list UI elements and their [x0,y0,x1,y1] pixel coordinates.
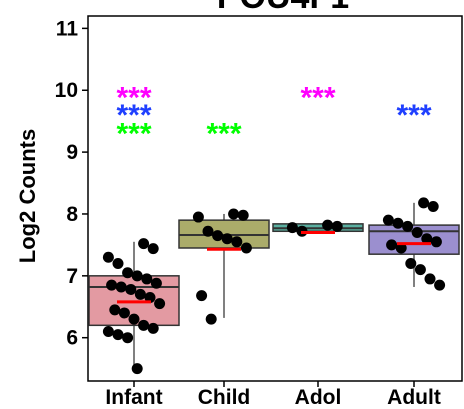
data-point [128,313,140,325]
data-point [138,319,150,331]
data-point [196,290,208,302]
significance-stars: *** [300,81,335,114]
data-point [205,313,217,325]
y-tick-label: 9 [66,141,78,164]
data-point [221,233,233,245]
data-point [150,277,162,289]
data-point [106,279,118,291]
data-point [434,279,446,291]
data-point [115,281,127,293]
significance-stars: *** [396,99,431,132]
data-point [286,222,298,234]
chart-title: POU4F1 [217,0,349,16]
data-point [134,288,146,300]
data-point [382,214,394,226]
data-point [109,304,121,316]
y-axis-title: Log2 Counts [15,129,40,263]
data-point [322,219,334,231]
data-point [424,273,436,285]
x-tick-label: Adol [295,386,342,409]
data-point [414,264,426,276]
significance-stars: *** [116,81,151,114]
data-point [141,273,153,285]
data-point [118,307,130,319]
significance-stars: *** [206,117,241,150]
data-point [430,236,442,248]
data-point [147,243,159,255]
data-point [331,220,343,232]
data-point [122,332,134,344]
x-tick-label: Infant [105,386,162,409]
data-point [122,267,134,279]
x-tick-label: Child [198,386,251,409]
data-point [154,298,166,310]
data-point [240,242,252,254]
data-point [405,257,417,269]
data-point [131,270,143,282]
data-point [212,230,224,242]
plot-panel-border [87,15,463,382]
x-tick-label: Adult [387,386,441,409]
y-tick-label: 10 [55,79,78,102]
data-point [202,225,214,237]
data-point [102,326,114,338]
data-point [421,233,433,245]
data-point [147,322,159,334]
data-point [402,220,414,232]
data-point [192,211,204,223]
y-tick-label: 7 [66,265,78,288]
data-point [131,363,143,375]
data-point [125,283,137,295]
data-point [386,239,398,251]
data-point [427,201,439,213]
significance-stars: *** [116,117,151,150]
data-point [112,329,124,341]
data-point [411,227,423,239]
y-tick-label: 8 [66,203,78,226]
data-point [138,238,150,250]
data-point [102,251,114,263]
data-point [231,236,243,248]
data-point [418,197,430,209]
data-point [237,209,249,221]
significance-stars: *** [116,99,151,132]
y-tick-label: 6 [66,327,78,350]
data-point [228,208,240,220]
data-point [392,217,404,229]
y-tick-label: 11 [56,17,79,40]
data-point [112,257,124,269]
data-point [395,242,407,254]
data-point [144,291,156,303]
